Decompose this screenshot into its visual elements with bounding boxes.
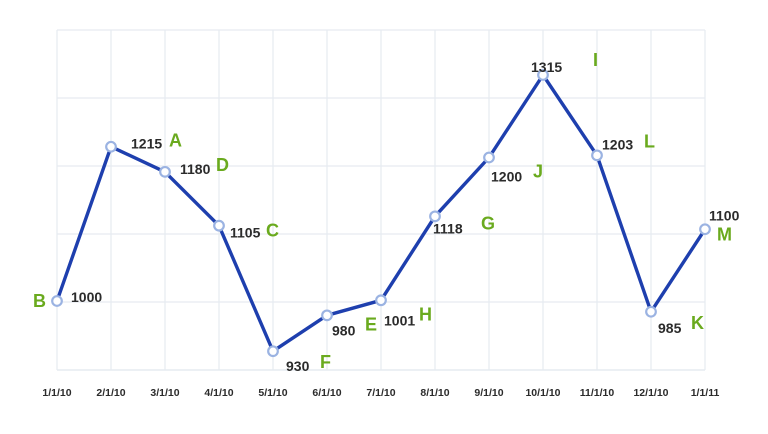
x-axis-ticks: 1/1/10 2/1/10 3/1/10 4/1/10 5/1/10 6/1/10 7/1/…	[42, 387, 719, 399]
x-tick-label: 11/1/10	[580, 387, 615, 399]
x-tick-label: 3/1/10	[150, 387, 179, 399]
x-tick-label: 4/1/10	[204, 387, 233, 399]
data-point	[321, 309, 333, 322]
data-label-value: 1180	[180, 161, 211, 177]
x-tick-label: 6/1/10	[312, 387, 341, 399]
data-point	[159, 165, 171, 178]
data-label-value: 1203	[602, 136, 633, 152]
data-label-letter: G	[481, 213, 495, 233]
data-label-letter: H	[419, 304, 432, 324]
data-label-value: 1215	[131, 136, 162, 152]
data-label-value: 1200	[491, 169, 522, 185]
data-label-value: 1100	[709, 207, 740, 223]
data-point	[375, 294, 387, 307]
data-label-letter: K	[691, 313, 704, 333]
data-label-letter: L	[644, 131, 655, 151]
data-label-value: 1001	[384, 312, 415, 328]
data-label-value: 985	[658, 320, 682, 336]
data-label-letter: I	[593, 50, 598, 70]
data-label-letter: B	[33, 291, 46, 311]
data-label-letter: A	[169, 131, 182, 151]
data-point	[105, 140, 117, 153]
x-tick-label: 1/1/10	[42, 387, 71, 399]
x-tick-label: 2/1/10	[96, 387, 125, 399]
data-label-letter: D	[216, 155, 229, 175]
data-point	[429, 210, 441, 223]
x-tick-label: 9/1/10	[474, 387, 503, 399]
data-label-value: 930	[286, 358, 310, 374]
data-point	[645, 305, 657, 318]
x-tick-label: 1/1/11	[691, 387, 720, 399]
data-points	[51, 69, 711, 358]
data-point	[537, 69, 549, 81]
data-point	[267, 345, 279, 358]
data-label-value: 1315	[531, 59, 562, 75]
x-tick-label: 12/1/10	[633, 387, 668, 399]
data-point	[483, 151, 495, 164]
data-label-letter: E	[365, 314, 377, 334]
data-label-letter: J	[533, 162, 543, 182]
x-tick-label: 10/1/10	[525, 387, 560, 399]
data-label-value: 980	[332, 322, 356, 338]
data-label-letter: M	[717, 224, 732, 244]
data-label-value: 1105	[230, 225, 261, 241]
data-point	[591, 149, 603, 162]
data-label-letter: C	[266, 221, 279, 241]
data-point	[213, 219, 225, 232]
data-point	[699, 223, 711, 236]
data-label-letter: F	[320, 352, 331, 372]
x-tick-label: 8/1/10	[420, 387, 449, 399]
data-point	[51, 295, 63, 307]
x-tick-label: 7/1/10	[366, 387, 395, 399]
data-label-value: 1000	[71, 289, 102, 305]
x-tick-label: 5/1/10	[258, 387, 287, 399]
data-label-value: 1118	[433, 220, 463, 236]
grid	[56, 29, 706, 371]
